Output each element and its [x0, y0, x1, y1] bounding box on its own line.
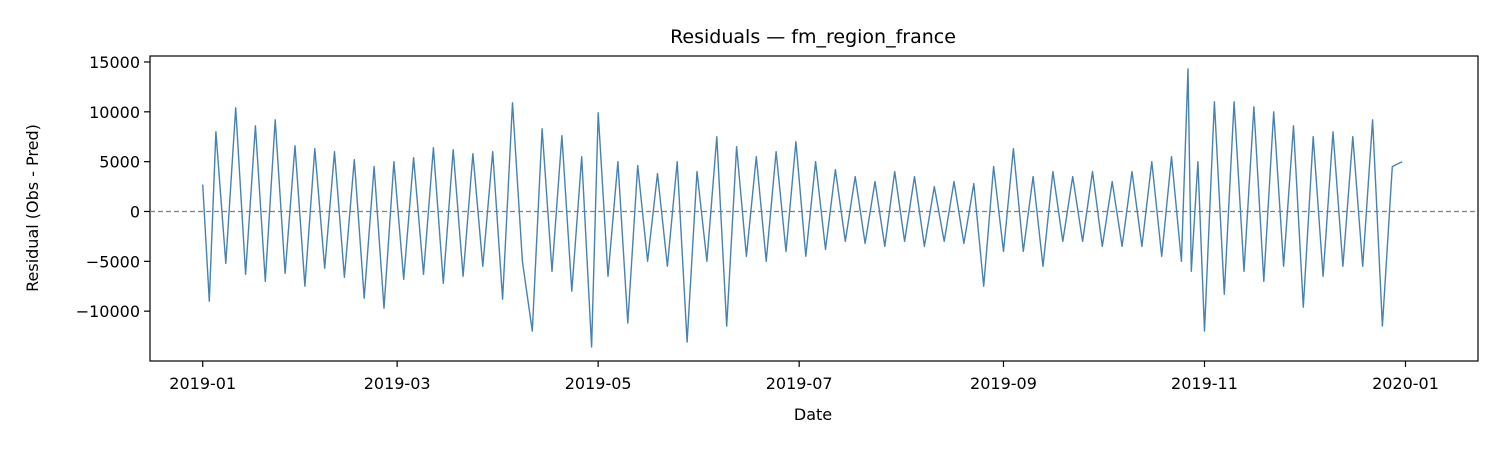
- y-tick-label: 10000: [89, 103, 140, 122]
- y-tick-label: −10000: [76, 302, 140, 321]
- x-tick-label: 2019-03: [364, 374, 431, 393]
- x-axis: 2019-01 2019-03 2019-05 2019-07 2019-09 2019-…: [169, 361, 1439, 393]
- x-tick-label: 2019-07: [766, 374, 833, 393]
- y-tick-label: 15000: [89, 53, 140, 72]
- y-tick-label: 0: [130, 202, 140, 221]
- x-tick-label: 2019-11: [1171, 374, 1238, 393]
- y-tick-label: 5000: [99, 153, 140, 172]
- x-tick-label: 2020-01: [1372, 374, 1439, 393]
- x-axis-label: Date: [794, 405, 832, 424]
- chart-title: Residuals — fm_region_france: [670, 26, 956, 48]
- y-tick-label: −5000: [86, 252, 140, 271]
- plot-area-frame: [149, 55, 1479, 362]
- y-axis-label: Residual (Obs - Pred): [23, 124, 42, 292]
- x-tick-label: 2019-05: [565, 374, 632, 393]
- residual-series-line: [202, 68, 1403, 348]
- y-axis: −10000 −5000 0 5000 10000 15000: [76, 53, 150, 321]
- x-tick-label: 2019-01: [169, 374, 236, 393]
- x-tick-label: 2019-09: [970, 374, 1037, 393]
